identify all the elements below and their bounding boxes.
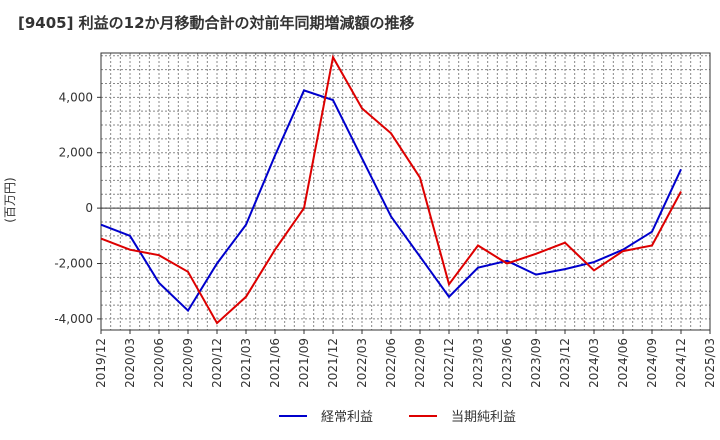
plot-area [100,52,711,331]
x-tick-label: 2022/12 [442,338,456,388]
x-tick-label: 2023/12 [558,338,572,388]
x-tick-labels: 2019/12 2020/03 2020/06 2020/09 2020/12 2021/… [94,330,717,388]
x-tick-label: 2021/12 [326,338,340,388]
x-tick-label: 2020/03 [123,338,137,388]
y-axis-label: (百万円) [3,177,17,222]
legend-label: 当期純利益 [451,410,516,425]
x-tick-label: 2020/09 [181,338,195,388]
x-tick-label: 2024/12 [674,338,688,388]
x-tick-label: 2022/03 [355,338,369,388]
x-tick-label: 2022/09 [413,338,427,388]
x-tick-label: 2025/03 [703,338,717,388]
x-tick-label: 2020/12 [210,338,224,388]
x-tick-label: 2021/06 [268,338,282,388]
series-line-2 [100,54,682,325]
series-layer [100,54,682,325]
x-tick-label: 2019/12 [94,338,108,388]
y-tick-label: 0 [85,201,93,215]
x-tick-label: 2024/09 [645,338,659,388]
x-tick-label: 2024/06 [616,338,630,388]
x-tick-label: 2020/06 [152,338,166,388]
x-tick-label: 2023/06 [500,338,514,388]
x-tick-label: 2021/03 [239,338,253,388]
legend: 経常利益 当期純利益 [279,410,516,425]
x-tick-label: 2021/09 [297,338,311,388]
x-tick-label: 2024/03 [587,338,601,388]
x-tick-label: 2023/03 [471,338,485,388]
y-tick-label: 4,000 [59,90,93,104]
series-line-1 [100,89,682,313]
y-tick-label: -2,000 [54,257,93,271]
x-tick-label: 2023/09 [529,338,543,388]
chart-title: [9405] 利益の12か月移動合計の対前年同期増減額の推移 [18,14,415,32]
y-tick-label: 2,000 [59,146,93,160]
x-tick-label: 2022/06 [384,338,398,388]
y-tick-label: -4,000 [54,312,93,326]
y-tick-labels: -4,000 -2,000 0 2,000 4,000 [54,90,101,326]
grid-layer [101,53,710,330]
legend-label: 経常利益 [321,410,373,425]
